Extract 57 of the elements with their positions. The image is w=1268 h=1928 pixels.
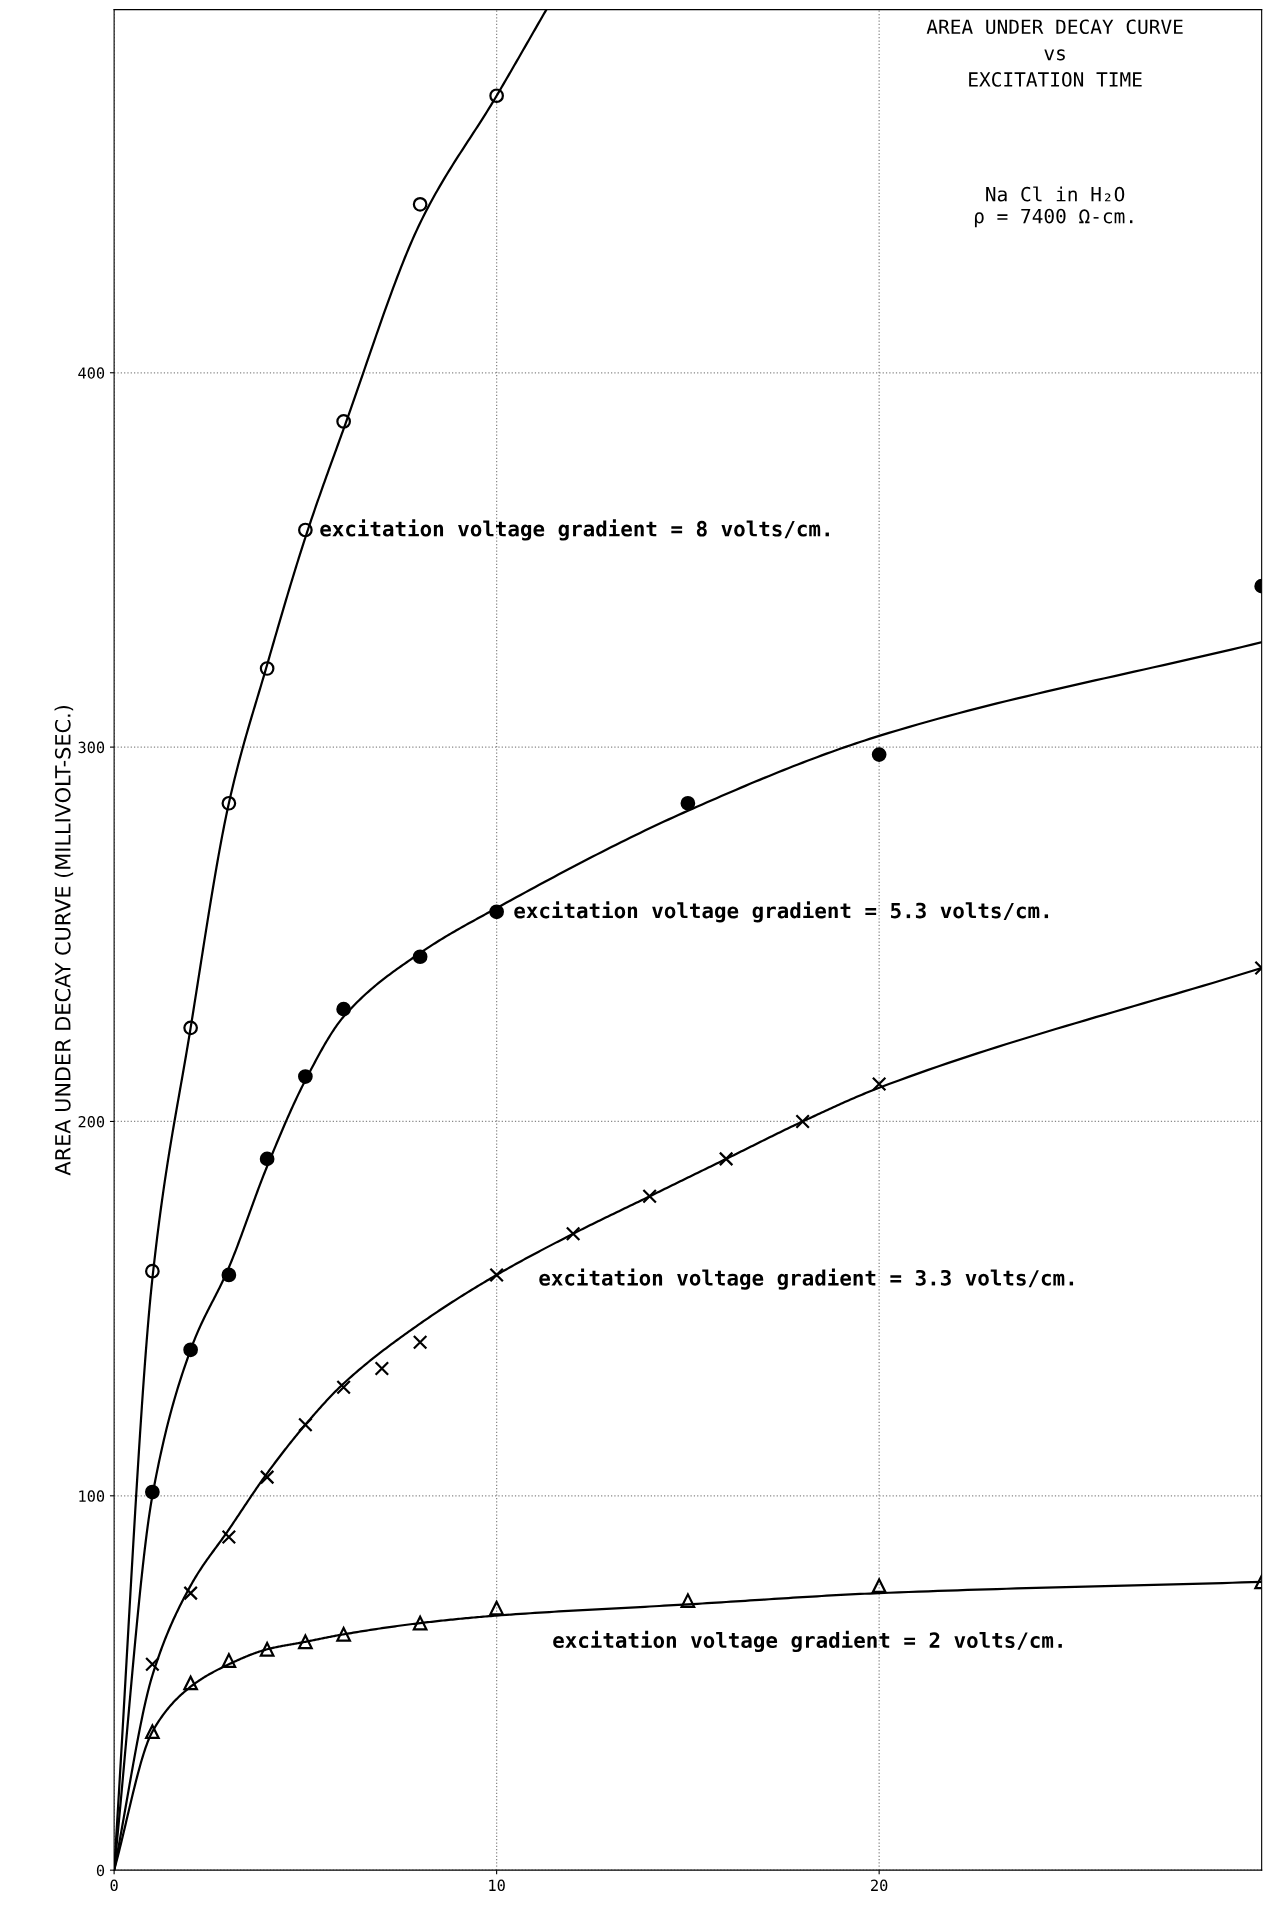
point	[221, 1267, 237, 1283]
point	[336, 1001, 351, 1017]
point	[145, 1263, 160, 1279]
x-tick-label: 0	[110, 1879, 118, 1892]
point	[489, 904, 504, 920]
point	[336, 1626, 351, 1642]
point	[259, 1151, 275, 1167]
point	[795, 1114, 810, 1129]
point	[374, 1361, 390, 1376]
point	[145, 1724, 160, 1740]
text: AREA UNDER DECAY CURVE vs EXCITATION TIME	[926, 19, 1183, 87]
point	[871, 747, 887, 762]
point	[183, 1342, 198, 1358]
point	[489, 1600, 504, 1616]
point	[183, 1020, 198, 1036]
series-label: excitation voltage gradient = 5.3 volts/cm.	[514, 901, 1049, 923]
point	[298, 522, 313, 538]
point	[642, 1188, 657, 1204]
point	[871, 1578, 887, 1594]
point	[871, 1076, 887, 1092]
point	[412, 949, 428, 965]
point	[259, 1469, 275, 1485]
point	[412, 1615, 428, 1631]
text: excitation voltage gradient = 2 volts/cm.	[553, 1630, 1062, 1653]
point	[221, 1653, 237, 1668]
point	[183, 1585, 198, 1601]
point	[221, 795, 237, 811]
series-label: excitation voltage gradient = 3.3 volts/cm.	[539, 1268, 1074, 1290]
point	[336, 1379, 351, 1395]
point	[145, 1484, 160, 1500]
point	[298, 1069, 313, 1084]
x-tick-label: 20	[871, 1879, 888, 1892]
y-tick-label: 300	[78, 741, 105, 754]
point	[680, 1593, 696, 1608]
point	[183, 1675, 198, 1691]
y-tick-label: 0	[96, 1864, 105, 1877]
point	[145, 1656, 160, 1672]
point	[336, 414, 351, 429]
y-axis-title: AREA UNDER DECAY CURVE (MILLIVOLT-SEC.)	[54, 705, 74, 1176]
point	[565, 1226, 581, 1242]
y-tick-label: 100	[79, 1490, 105, 1502]
text: Na Cl in H₂O ρ = 7400 Ω-cm.	[974, 186, 1133, 228]
point	[298, 1634, 313, 1650]
y-tick-label: 400	[78, 367, 105, 379]
point	[718, 1151, 734, 1167]
point	[259, 1641, 275, 1657]
point	[298, 1417, 313, 1433]
y-tick-label: 200	[78, 1115, 105, 1128]
point	[412, 1334, 428, 1350]
point	[680, 795, 696, 811]
point	[412, 196, 428, 212]
series-label: excitation voltage gradient = 8 volts/cm.	[320, 519, 829, 541]
point	[259, 661, 275, 676]
x-tick-label: 10	[489, 1879, 505, 1892]
point	[221, 1529, 237, 1545]
point	[489, 1267, 504, 1283]
point	[489, 88, 504, 104]
